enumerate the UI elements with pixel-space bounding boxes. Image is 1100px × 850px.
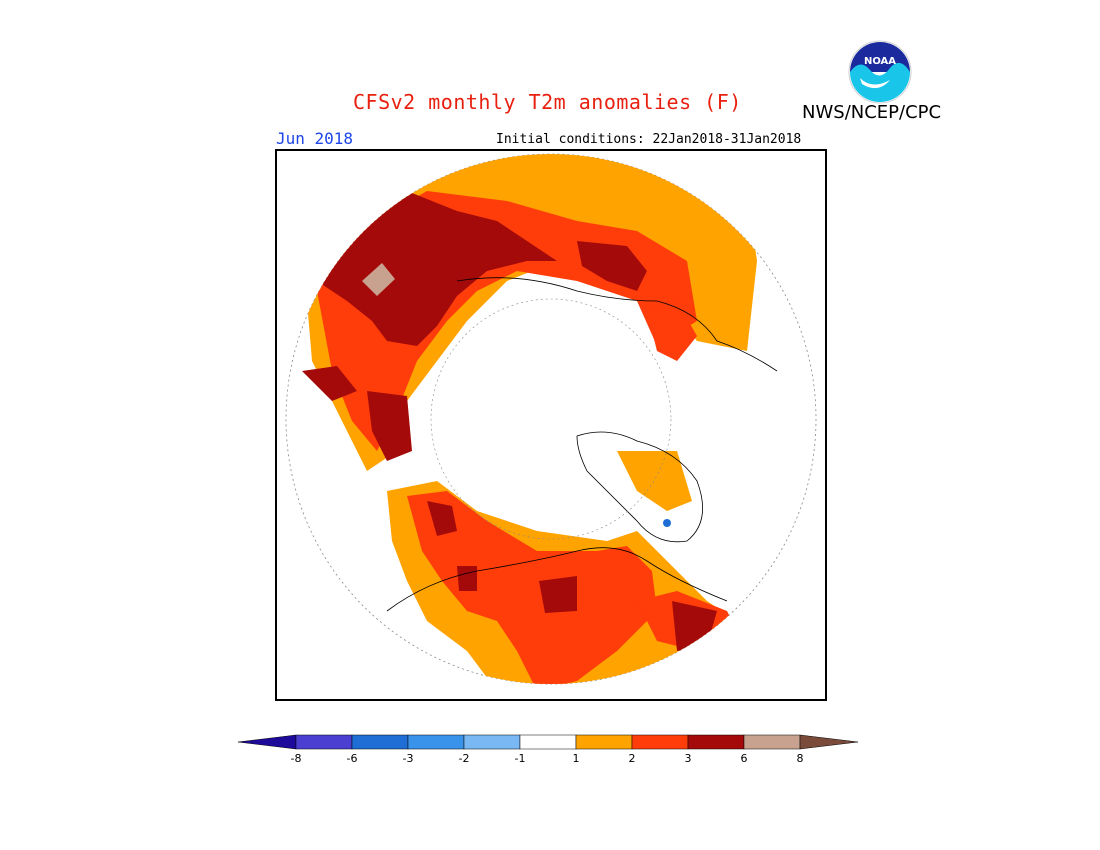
colorbar-label: -2 [458, 752, 470, 765]
namerica-anomaly-6-b [457, 566, 477, 591]
polar-map [275, 149, 827, 701]
colorbar-bin [407, 734, 465, 750]
noaa-logo-icon: NOAA [848, 40, 912, 104]
coastline [576, 431, 703, 543]
colorbar-bin [631, 734, 689, 750]
colorbar-bin [295, 734, 353, 750]
colorbar-bin [575, 734, 633, 750]
colorbar-label: 2 [628, 752, 636, 765]
initial-conditions: Initial conditions: 22Jan2018-31Jan2018 [496, 132, 802, 147]
greenland-anomaly-2 [617, 451, 692, 511]
forecast-month: Jun 2018 [276, 129, 354, 148]
colorbar-label: 1 [572, 752, 580, 765]
coastline [386, 547, 728, 612]
colorbar-low-arrow [238, 734, 297, 750]
colorbar-bin [743, 734, 801, 750]
colorbar-label: 6 [740, 752, 748, 765]
colorbar-bin [463, 734, 521, 750]
eurasia-anomaly-6 [317, 191, 557, 346]
middle-east-anomaly-6 [367, 391, 412, 461]
colorbar [238, 734, 859, 750]
chukotka-anomaly [647, 301, 697, 361]
russia-anomaly-6 [577, 241, 647, 291]
greenland-cool-spot [663, 519, 671, 527]
colorbar-label: -6 [346, 752, 358, 765]
colorbar-label: 8 [796, 752, 804, 765]
logo-text: NOAA [864, 56, 896, 67]
eastern-europe-spot [302, 366, 357, 401]
colorbar-label: -1 [514, 752, 526, 765]
agency-label: NWS/NCEP/CPC [802, 102, 942, 123]
colorbar-bin [519, 734, 577, 750]
colorbar-bin [351, 734, 409, 750]
namerica-anomaly-6-a [427, 501, 457, 536]
chart-title: CFSv2 monthly T2m anomalies (F) [353, 90, 742, 114]
namerica-anomaly-6-c [539, 576, 577, 613]
namerica-anomaly-3 [407, 491, 657, 684]
coastline [456, 277, 778, 372]
colorbar-label: -8 [290, 752, 302, 765]
eurasia-anomaly-8 [362, 263, 395, 296]
colorbar-bin [687, 734, 745, 750]
colorbar-label: -3 [402, 752, 414, 765]
colorbar-label: 3 [684, 752, 692, 765]
map-svg [285, 153, 817, 685]
colorbar-high-arrow [799, 734, 859, 750]
